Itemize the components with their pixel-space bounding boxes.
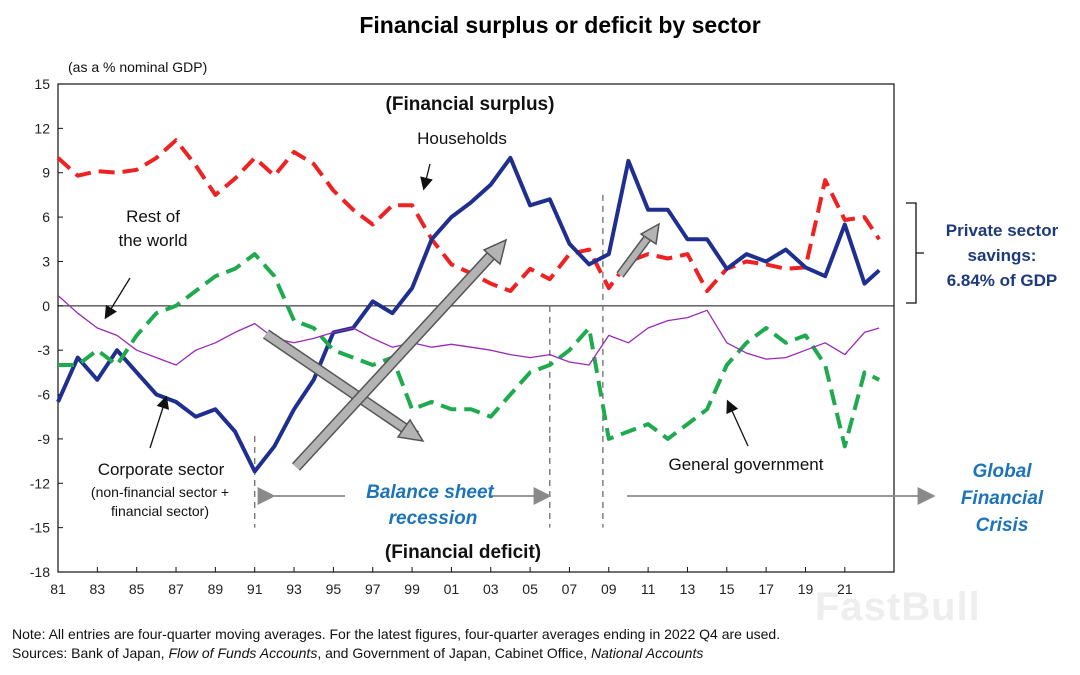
series-line-1 (56, 155, 881, 474)
sources-mid: , and Government of Japan, Cabinet Offic… (317, 645, 592, 661)
x-tick-label: 85 (129, 581, 145, 597)
series-line-0 (56, 138, 881, 293)
label-pointers (104, 163, 749, 449)
y-tick-label: 15 (34, 76, 50, 92)
x-tick-label: 87 (168, 581, 184, 597)
x-tick-label: 81 (50, 581, 66, 597)
x-tick-label: 13 (680, 581, 696, 597)
chart-title: Financial surplus or deficit by sector (359, 12, 760, 38)
sources-prefix: Sources: Bank of Japan, (12, 645, 169, 661)
y-tick-label: -6 (38, 387, 51, 403)
y-tick-label: -9 (38, 431, 51, 447)
y-axis: 15 12 9 6 3 0 -3 -6 -9 -12 -15 -18 (30, 76, 894, 580)
sources-fof: Flow of Funds Accounts (168, 645, 318, 661)
bsr-label-1: Balance sheet (366, 482, 494, 503)
households-label: Households (417, 129, 507, 148)
plot-frame (57, 83, 895, 573)
y-tick-label: 9 (42, 165, 50, 181)
corporate-label-3: financial sector) (111, 503, 209, 519)
gfc-label-2: Financial (961, 488, 1044, 509)
bsr-label-2: recession (389, 508, 478, 529)
y-tick-label: -18 (30, 564, 50, 580)
x-tick-label: 83 (90, 581, 106, 597)
x-tick-label: 07 (562, 581, 578, 597)
y-tick-label: 6 (42, 209, 50, 225)
rest-of-world-label-2: the world (119, 231, 188, 250)
corporate-label-2: (non-financial sector + (91, 484, 229, 500)
x-tick-label: 17 (758, 581, 774, 597)
gfc-label-1: Global (972, 461, 1032, 482)
x-tick-label: 09 (601, 581, 617, 597)
y-tick-label: -15 (30, 520, 50, 536)
y-tick-label: -12 (30, 475, 50, 491)
corporate-label-1: Corporate sector (98, 460, 225, 479)
government-label: General government (669, 455, 824, 474)
y-tick-label: 3 (42, 253, 50, 269)
savings-label-1: Private sector (946, 221, 1059, 240)
gfc-label-3: Crisis (976, 515, 1029, 536)
rest-of-world-label-1: Rest of (126, 207, 180, 226)
x-tick-label: 11 (641, 581, 656, 597)
y-tick-label: 12 (34, 120, 50, 136)
x-tick-label: 19 (798, 581, 814, 597)
y-tick-label: 0 (42, 298, 50, 314)
chart: Financial surplus or deficit by sector (… (30, 12, 1059, 597)
x-tick-label: 97 (365, 581, 381, 597)
series-line-2 (58, 252, 881, 449)
y-axis-label: (as a % nominal GDP) (68, 59, 207, 75)
sources-na: National Accounts (591, 645, 704, 661)
y-tick-label: -3 (38, 342, 51, 358)
deficit-label: (Financial deficit) (385, 542, 541, 563)
x-tick-label: 99 (404, 581, 420, 597)
savings-bracket (906, 202, 924, 304)
note-line: Note: All entries are four-quarter movin… (12, 626, 781, 642)
x-axis: 81 83 85 87 89 91 93 95 97 99 01 03 05 07 09 11 13 15 17 19… (50, 567, 853, 597)
x-tick-label: 05 (522, 581, 538, 597)
x-tick-label: 95 (326, 581, 342, 597)
x-tick-label: 91 (247, 581, 263, 597)
surplus-label: (Financial surplus) (386, 94, 555, 115)
watermark: FastBull (815, 585, 981, 629)
x-tick-label: 89 (208, 581, 224, 597)
x-tick-label: 21 (837, 581, 853, 597)
x-tick-label: 15 (719, 581, 735, 597)
x-tick-label: 01 (444, 581, 460, 597)
footnotes: Note: All entries are four-quarter movin… (12, 625, 780, 663)
savings-label-3: 6.84% of GDP (947, 271, 1058, 290)
x-tick-label: 03 (483, 581, 499, 597)
x-tick-label: 93 (286, 581, 302, 597)
sources-line: Sources: Bank of Japan, Flow of Funds Ac… (12, 644, 780, 663)
series-line-3 (57, 295, 880, 366)
trend-arrows (262, 222, 660, 471)
savings-label-2: savings: (968, 246, 1037, 265)
